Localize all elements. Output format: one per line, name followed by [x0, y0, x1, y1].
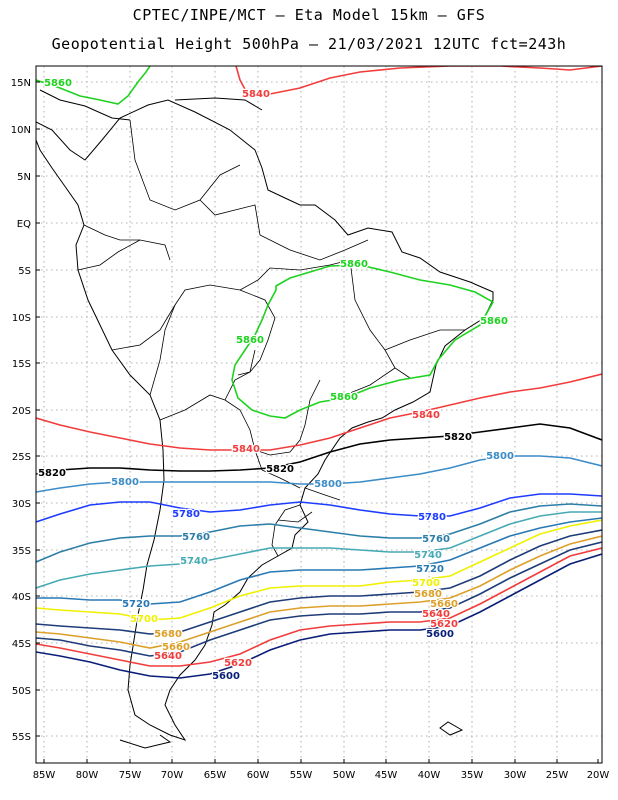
- contour-label-5860: 5860: [340, 259, 368, 270]
- contour-label-5840: 5840: [412, 410, 440, 421]
- contour-5760: [36, 503, 602, 563]
- contour-label-5820: 5820: [444, 432, 472, 443]
- contour-label-5840: 5840: [242, 89, 270, 100]
- contour-label-5760: 5760: [422, 534, 450, 545]
- contour-5700: [36, 519, 602, 621]
- contour-label-5600: 5600: [212, 671, 240, 682]
- lat-label: 50S: [12, 686, 31, 697]
- contour-5620: [36, 547, 602, 667]
- contour-label-5800: 5800: [111, 477, 139, 488]
- lat-label: 25S: [12, 452, 31, 463]
- contour-label-5640: 5640: [422, 609, 450, 620]
- lon-label: 85W: [33, 770, 56, 781]
- contour-label-5720: 5720: [416, 564, 444, 575]
- axis-ticks: [36, 81, 599, 763]
- south-america-coastline: [36, 89, 494, 749]
- lat-lon-grid: [36, 66, 602, 763]
- contour-label-5640: 5640: [154, 651, 182, 662]
- contour-label-5860: 5860: [330, 392, 358, 403]
- lon-label: 75W: [119, 770, 142, 781]
- lon-label: 20W: [587, 770, 610, 781]
- lat-label: 35S: [12, 546, 31, 557]
- height-contours: [36, 66, 602, 679]
- contour-label-5620: 5620: [430, 619, 458, 630]
- contour-5840-north: [235, 66, 602, 96]
- contour-label-5800: 5800: [314, 479, 342, 490]
- contour-label-5860: 5860: [44, 78, 72, 89]
- contour-label-5620: 5620: [224, 658, 252, 669]
- contour-label-5760: 5760: [182, 532, 210, 543]
- lon-label: 70W: [161, 770, 184, 781]
- contour-5860-brazil: [231, 264, 495, 419]
- lat-label: 15N: [11, 78, 31, 89]
- contour-5660: [36, 535, 602, 649]
- contour-label-5700: 5700: [412, 578, 440, 589]
- lon-label: 65W: [204, 770, 227, 781]
- lon-label: 30W: [504, 770, 527, 781]
- contour-label-5680: 5680: [414, 589, 442, 600]
- contour-5860-north: [36, 66, 151, 105]
- lon-label: 35W: [461, 770, 484, 781]
- contour-5740: [36, 511, 602, 589]
- map-title-line2: Geopotential Height 500hPa – 21/03/2021 …: [51, 35, 567, 53]
- contour-label-5860: 5860: [236, 335, 264, 346]
- contour-label-5820: 5820: [38, 468, 66, 479]
- contour-5720: [36, 517, 602, 605]
- lat-label: 55S: [12, 732, 31, 743]
- lat-label: 10N: [11, 125, 31, 136]
- lat-label: 20S: [12, 406, 31, 417]
- lon-label: 45W: [375, 770, 398, 781]
- contour-label-5740: 5740: [180, 556, 208, 567]
- country-borders: [77, 119, 465, 557]
- contour-label-5720: 5720: [122, 599, 150, 610]
- contour-5680: [36, 529, 602, 635]
- contour-5640: [36, 541, 602, 657]
- longitude-labels: 85W 80W 75W 70W 65W 60W 55W 50W 45W 40W 35W 30W 25W 2…: [33, 770, 610, 781]
- map-frame: [35, 65, 603, 764]
- contour-label-5840: 5840: [232, 444, 260, 455]
- contour-5780: [36, 493, 602, 523]
- contour-label-5780: 5780: [418, 512, 446, 523]
- lon-label: 40W: [418, 770, 441, 781]
- lat-label: 40S: [12, 592, 31, 603]
- contour-label-5600: 5600: [426, 629, 454, 640]
- contour-5600: [36, 553, 602, 679]
- contour-label-5800: 5800: [486, 451, 514, 462]
- lat-label: EQ: [17, 219, 31, 230]
- contour-label-5780: 5780: [172, 509, 200, 520]
- contour-5840-south: [36, 373, 602, 451]
- lon-label: 80W: [76, 770, 99, 781]
- lon-label: 50W: [333, 770, 356, 781]
- contour-label-5820: 5820: [266, 464, 294, 475]
- contour-label-5700: 5700: [130, 614, 158, 625]
- lon-label: 25W: [546, 770, 569, 781]
- lat-label: 30S: [12, 499, 31, 510]
- contour-5800: [36, 455, 602, 493]
- contour-5820: [36, 423, 602, 475]
- contour-label-5680: 5680: [154, 629, 182, 640]
- contour-label-5660: 5660: [430, 599, 458, 610]
- lon-label: 55W: [290, 770, 313, 781]
- contour-label-5740: 5740: [414, 550, 442, 561]
- lat-label: 45S: [12, 639, 31, 650]
- lat-label: 5N: [17, 172, 31, 183]
- lon-label: 60W: [247, 770, 270, 781]
- lat-label: 5S: [18, 266, 31, 277]
- lat-label: 10S: [12, 313, 31, 324]
- contour-label-5860: 5860: [480, 316, 508, 327]
- map-title-line1: CPTEC/INPE/MCT – Eta Model 15km – GFS: [132, 6, 486, 24]
- latitude-labels: 15N 10N 5N EQ 5S 10S 15S 20S 25S 30S 35S 40S 45S 50S 5…: [11, 78, 31, 743]
- contour-label-5660: 5660: [162, 642, 190, 653]
- lat-label: 15S: [12, 359, 31, 370]
- contour-labels: 5860 5840 5860 5860 5860 5860 5840 5840 5820 5820…: [37, 77, 515, 684]
